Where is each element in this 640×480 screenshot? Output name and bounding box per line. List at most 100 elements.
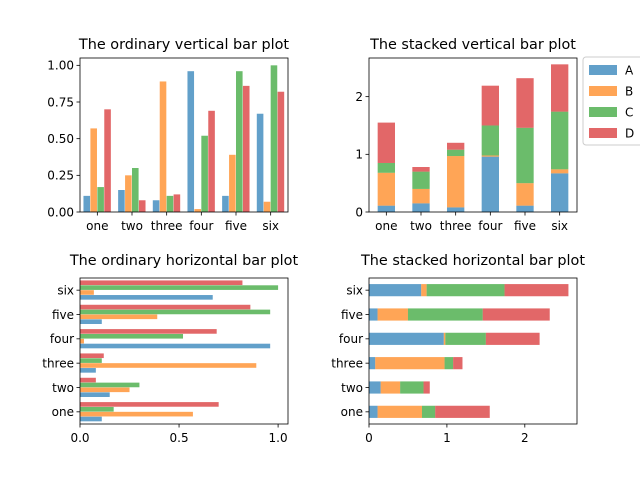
chart-title: The stacked vertical bar plot (369, 37, 576, 53)
bar-B-one (90, 128, 97, 212)
bar-D-five (242, 85, 250, 212)
axes-frame (79, 57, 289, 213)
legend-swatch-B (589, 86, 617, 96)
bar-B-five (80, 314, 158, 320)
bars (80, 280, 279, 422)
bar-C-one (421, 405, 436, 418)
bars (83, 65, 285, 212)
bar-D-six (80, 280, 243, 286)
bar-C-five (407, 308, 483, 321)
bar-B-three (159, 81, 167, 212)
bar-B-two (125, 175, 132, 212)
subplot-1: 0.00 0.25 0.50 0.75 1.00 one two three four five s… (47, 37, 289, 233)
axes-frame (368, 277, 578, 425)
bar-A-two (369, 381, 381, 394)
x-tick-label: one (86, 219, 108, 233)
bar-D-four (80, 329, 217, 334)
y-tick-label: three (42, 356, 74, 370)
subplot-4: 0 1 2 one two three four five six The stacked hor… (331, 253, 585, 445)
bar-A-two (412, 203, 430, 212)
bar-A-one (377, 205, 395, 212)
x-tick-label: 0.5 (170, 431, 189, 445)
bar-C-six (80, 285, 279, 290)
bar-C-one (377, 162, 395, 173)
bar-C-three (447, 149, 465, 157)
bar-D-four (208, 110, 215, 212)
y-tick-label: two (341, 381, 363, 395)
y-tick-label: 0 (355, 205, 363, 219)
bar-B-six (80, 290, 94, 295)
bar-D-five (80, 304, 251, 310)
y-tick-label: five (341, 308, 363, 322)
x-tick-label: four (189, 219, 213, 233)
bar-A-one (83, 195, 91, 212)
bar-D-three (447, 142, 465, 150)
bar-A-three (369, 357, 376, 370)
y-tick-label: three (331, 356, 363, 370)
x-tick-label: four (478, 219, 502, 233)
bar-D-two (412, 167, 430, 172)
bar-B-one (377, 172, 395, 206)
x-tick-label: one (375, 219, 397, 233)
bar-C-four (80, 333, 184, 339)
bar-A-three (80, 368, 96, 373)
x-tick-label: 1 (443, 431, 451, 445)
x-tick-label: two (121, 219, 143, 233)
bar-A-four (369, 332, 444, 345)
bar-B-one (377, 405, 422, 418)
bar-D-six (277, 91, 285, 212)
bar-C-two (132, 168, 139, 212)
bar-C-four (445, 332, 486, 345)
subplot-2: 0 1 2 one two three four five six The stacked ver… (355, 37, 640, 233)
bar-D-two (138, 200, 146, 212)
legend-label: D (625, 126, 634, 140)
bar-B-four (194, 209, 201, 212)
x-tick-label: 2 (521, 431, 529, 445)
bars (369, 284, 569, 418)
bar-C-five (80, 309, 271, 315)
bar-C-five (236, 71, 243, 212)
bar-B-three (375, 357, 445, 370)
bar-A-five (369, 308, 378, 321)
bar-D-three (173, 194, 181, 212)
bar-D-two (80, 377, 96, 383)
bar-C-four (481, 125, 499, 156)
bar-D-one (104, 109, 111, 212)
x-tick-label: three (440, 219, 472, 233)
bar-C-six (551, 111, 569, 170)
x-tick-label: six (262, 219, 279, 233)
bar-D-five (516, 78, 534, 128)
x-tick-label: five (514, 219, 536, 233)
bar-D-one (80, 402, 219, 407)
bar-B-two (380, 381, 401, 394)
legend-label: A (625, 63, 634, 77)
chart-title: The ordinary vertical bar plot (78, 37, 289, 53)
y-tick-label: one (341, 405, 363, 419)
y-tick-label: four (50, 332, 74, 346)
y-tick-label: 0.00 (47, 205, 74, 219)
y-tick-label: five (52, 308, 74, 322)
bar-B-four (481, 155, 499, 157)
x-tick-label: 0.0 (70, 431, 89, 445)
bar-B-two (412, 188, 430, 204)
bar-B-five (229, 154, 236, 212)
y-tick-label: 2 (355, 90, 363, 104)
subplot-3: 0.0 0.5 1.0 one two three four five six The ordin… (42, 253, 298, 445)
bar-B-two (80, 387, 130, 393)
bar-D-six (504, 284, 569, 297)
bar-B-six (263, 201, 271, 212)
bar-B-one (80, 411, 193, 417)
y-tick-label: two (52, 381, 74, 395)
y-tick-label: six (346, 283, 363, 297)
axes-frame (79, 277, 289, 425)
bar-D-three (453, 357, 463, 370)
legend-swatch-A (589, 65, 617, 75)
y-tick-label: four (339, 332, 363, 346)
bar-A-four (80, 343, 271, 349)
bar-B-six (551, 169, 569, 174)
y-tick-label: 0.25 (47, 169, 74, 183)
bar-C-one (80, 406, 114, 412)
bar-C-four (201, 135, 208, 212)
bar-B-four (443, 332, 446, 345)
x-tick-label: six (551, 219, 568, 233)
